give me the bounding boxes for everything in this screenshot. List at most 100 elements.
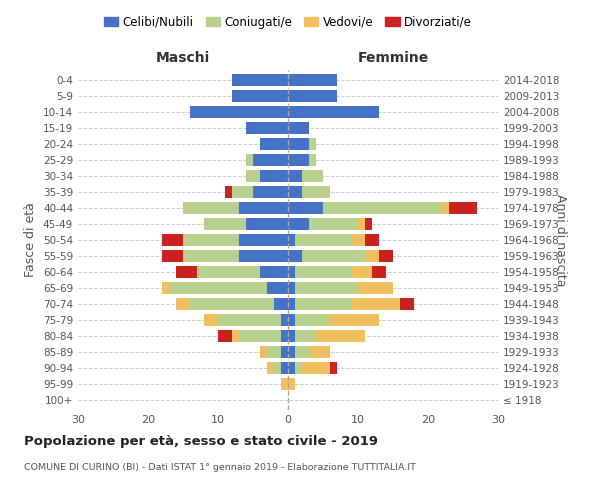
- Bar: [365, 234, 379, 246]
- Bar: [288, 170, 302, 182]
- Bar: [288, 106, 379, 118]
- Bar: [288, 122, 309, 134]
- Bar: [309, 346, 330, 358]
- Text: COMUNE DI CURINO (BI) - Dati ISTAT 1° gennaio 2019 - Elaborazione TUTTITALIA.IT: COMUNE DI CURINO (BI) - Dati ISTAT 1° ge…: [24, 462, 416, 471]
- Bar: [246, 218, 288, 230]
- Bar: [288, 298, 295, 310]
- Bar: [218, 314, 281, 326]
- Bar: [295, 346, 309, 358]
- Bar: [295, 266, 351, 278]
- Bar: [267, 362, 274, 374]
- Bar: [365, 218, 372, 230]
- Bar: [197, 266, 260, 278]
- Bar: [288, 250, 302, 262]
- Bar: [246, 154, 253, 166]
- Bar: [204, 314, 218, 326]
- Bar: [288, 234, 295, 246]
- Bar: [239, 234, 288, 246]
- Y-axis label: Fasce di età: Fasce di età: [25, 202, 37, 278]
- Bar: [302, 362, 330, 374]
- Bar: [190, 298, 274, 310]
- Bar: [281, 362, 288, 374]
- Bar: [379, 250, 393, 262]
- Bar: [246, 122, 288, 134]
- Text: Maschi: Maschi: [156, 51, 210, 65]
- Bar: [295, 298, 351, 310]
- Bar: [288, 378, 295, 390]
- Text: Popolazione per età, sesso e stato civile - 2019: Popolazione per età, sesso e stato civil…: [24, 435, 378, 448]
- Bar: [162, 250, 183, 262]
- Bar: [260, 266, 288, 278]
- Bar: [351, 298, 400, 310]
- Bar: [323, 202, 442, 214]
- Text: Femmine: Femmine: [358, 51, 428, 65]
- Bar: [351, 234, 365, 246]
- Bar: [309, 218, 358, 230]
- Bar: [330, 362, 337, 374]
- Y-axis label: Anni di nascita: Anni di nascita: [554, 194, 566, 286]
- Bar: [295, 362, 302, 374]
- Bar: [288, 74, 337, 86]
- Bar: [295, 330, 316, 342]
- Bar: [372, 266, 386, 278]
- Legend: Celibi/Nubili, Coniugati/e, Vedovi/e, Divorziati/e: Celibi/Nubili, Coniugati/e, Vedovi/e, Di…: [99, 11, 477, 34]
- Bar: [309, 154, 316, 166]
- Bar: [232, 74, 288, 86]
- Bar: [351, 266, 372, 278]
- Bar: [260, 346, 267, 358]
- Bar: [260, 170, 288, 182]
- Bar: [288, 138, 309, 150]
- Bar: [295, 314, 330, 326]
- Bar: [232, 330, 239, 342]
- Bar: [281, 378, 288, 390]
- Bar: [239, 202, 288, 214]
- Bar: [281, 330, 288, 342]
- Bar: [288, 282, 295, 294]
- Bar: [183, 234, 239, 246]
- Bar: [260, 138, 288, 150]
- Bar: [295, 234, 351, 246]
- Bar: [274, 362, 281, 374]
- Bar: [316, 330, 365, 342]
- Bar: [302, 250, 365, 262]
- Bar: [169, 282, 267, 294]
- Bar: [400, 298, 414, 310]
- Bar: [288, 154, 309, 166]
- Bar: [288, 202, 323, 214]
- Bar: [365, 250, 379, 262]
- Bar: [267, 346, 281, 358]
- Bar: [274, 298, 288, 310]
- Bar: [288, 186, 302, 198]
- Bar: [225, 186, 232, 198]
- Bar: [183, 250, 239, 262]
- Bar: [190, 106, 288, 118]
- Bar: [218, 330, 232, 342]
- Bar: [253, 186, 288, 198]
- Bar: [288, 266, 295, 278]
- Bar: [267, 282, 288, 294]
- Bar: [288, 218, 309, 230]
- Bar: [288, 314, 295, 326]
- Bar: [288, 90, 337, 102]
- Bar: [442, 202, 449, 214]
- Bar: [246, 170, 260, 182]
- Bar: [358, 218, 365, 230]
- Bar: [162, 282, 169, 294]
- Bar: [302, 170, 323, 182]
- Bar: [358, 282, 393, 294]
- Bar: [176, 298, 190, 310]
- Bar: [239, 250, 288, 262]
- Bar: [330, 314, 379, 326]
- Bar: [288, 330, 295, 342]
- Bar: [449, 202, 477, 214]
- Bar: [288, 362, 295, 374]
- Bar: [309, 138, 316, 150]
- Bar: [239, 330, 281, 342]
- Bar: [253, 154, 288, 166]
- Bar: [281, 314, 288, 326]
- Bar: [162, 234, 183, 246]
- Bar: [232, 90, 288, 102]
- Bar: [183, 202, 239, 214]
- Bar: [288, 346, 295, 358]
- Bar: [204, 218, 246, 230]
